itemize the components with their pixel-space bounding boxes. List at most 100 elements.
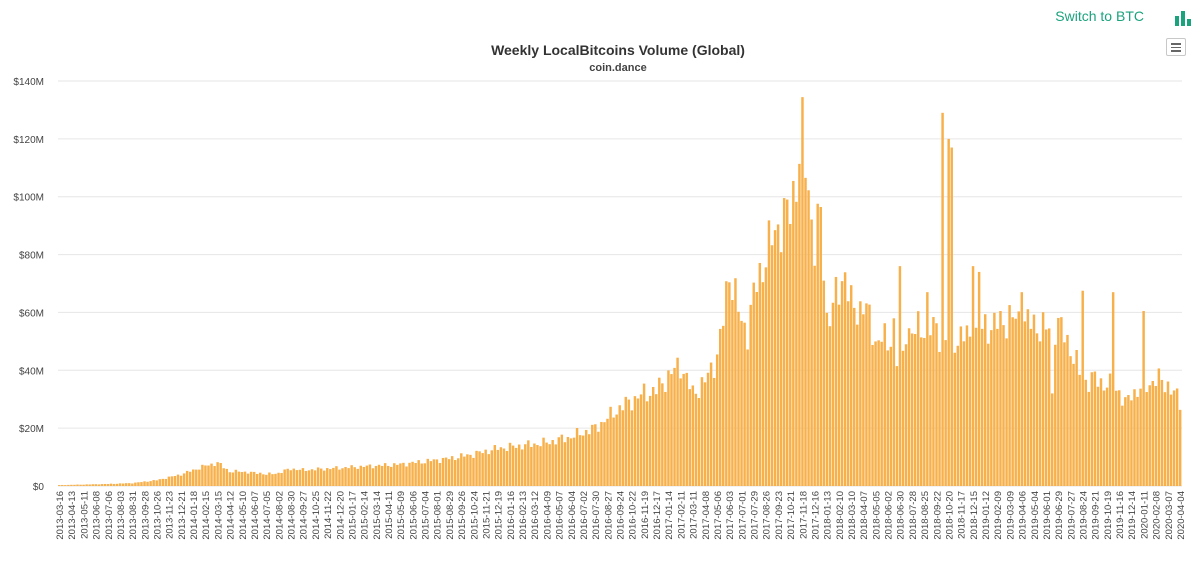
volume-bar[interactable] [286,468,289,486]
volume-bar[interactable] [877,340,880,486]
volume-bar[interactable] [335,466,338,486]
volume-bar[interactable] [773,230,777,486]
volume-bar[interactable] [298,469,302,486]
volume-bar[interactable] [993,312,996,486]
volume-bar[interactable] [932,317,935,486]
volume-bar[interactable] [609,406,612,486]
volume-bar[interactable] [466,454,469,486]
volume-bar[interactable] [770,245,774,486]
volume-bar[interactable] [91,484,94,486]
volume-bar[interactable] [792,180,795,486]
volume-bar[interactable] [560,434,564,486]
volume-bar[interactable] [347,468,350,486]
volume-bar[interactable] [944,340,947,486]
volume-bar[interactable] [356,468,359,486]
volume-bar[interactable] [679,378,682,486]
volume-bar[interactable] [950,147,953,487]
volume-bar[interactable] [670,374,673,486]
volume-bar[interactable] [58,485,61,486]
volume-bar[interactable] [749,304,752,486]
volume-bar[interactable] [938,351,941,486]
volume-bar[interactable] [581,435,585,486]
volume-bar[interactable] [584,429,588,486]
volume-bar[interactable] [1142,310,1145,486]
volume-bar[interactable] [164,478,168,486]
volume-bar[interactable] [1111,292,1115,486]
volume-bar[interactable] [898,266,902,486]
volume-bar[interactable] [831,302,835,486]
volume-bar[interactable] [201,464,204,486]
volume-bar[interactable] [722,325,725,486]
volume-bar[interactable] [210,463,213,486]
volume-bar[interactable] [508,442,512,486]
volume-bar[interactable] [195,469,198,486]
volume-bar[interactable] [904,344,908,486]
volume-bar[interactable] [968,336,972,486]
volume-bar[interactable] [728,282,731,486]
volume-bar[interactable] [1047,328,1051,486]
volume-bar[interactable] [816,203,819,487]
volume-bar[interactable] [651,386,655,486]
volume-bar[interactable] [402,462,405,486]
volume-bar[interactable] [472,457,475,486]
volume-bar[interactable] [219,463,222,486]
volume-bar[interactable] [368,464,372,486]
volume-bar[interactable] [155,480,158,486]
volume-bar[interactable] [1026,309,1030,486]
volume-bar[interactable] [1114,390,1118,486]
volume-bar[interactable] [633,396,637,486]
volume-bar[interactable] [999,311,1002,486]
volume-bar[interactable] [709,362,713,486]
volume-bar[interactable] [1023,321,1027,486]
volume-bar[interactable] [883,323,886,486]
volume-bar[interactable] [895,366,899,486]
volume-bar[interactable] [1099,378,1103,486]
volume-bar[interactable] [630,410,634,486]
volume-bar[interactable] [173,476,177,486]
volume-bar[interactable] [965,325,969,486]
volume-bar[interactable] [984,314,987,486]
volume-bar[interactable] [1178,409,1182,486]
volume-bar[interactable] [377,464,381,486]
volume-bar[interactable] [551,440,554,486]
volume-bar[interactable] [1121,405,1124,486]
volume-bar[interactable] [319,468,323,486]
volume-bar[interactable] [688,389,691,486]
volume-bar[interactable] [61,484,64,486]
volume-bar[interactable] [685,372,688,486]
volume-bar[interactable] [920,337,923,486]
volume-bar[interactable] [475,450,478,486]
volume-bar[interactable] [1041,312,1045,486]
volume-bar[interactable] [255,473,259,486]
volume-bar[interactable] [332,467,335,486]
volume-bar[interactable] [990,330,993,486]
volume-bar[interactable] [834,276,838,486]
volume-bar[interactable] [1044,329,1048,486]
volume-bar[interactable] [453,460,457,486]
volume-bar[interactable] [715,354,719,486]
volume-bar[interactable] [953,352,956,486]
volume-bar[interactable] [481,453,484,486]
volume-bar[interactable] [868,304,871,486]
bar-chart-icon[interactable] [1174,8,1192,26]
volume-bar[interactable] [1145,392,1148,486]
volume-bar[interactable] [871,344,874,486]
volume-bar[interactable] [259,472,262,486]
volume-bar[interactable] [182,473,186,486]
volume-bar[interactable] [846,301,850,486]
volume-bar[interactable] [1084,379,1087,486]
volume-bar[interactable] [691,385,695,486]
volume-bar[interactable] [1105,387,1109,486]
volume-bar[interactable] [612,417,615,486]
volume-bar[interactable] [283,469,286,486]
volume-bar[interactable] [1057,317,1060,486]
volume-bar[interactable] [758,262,762,486]
volume-bar[interactable] [737,311,740,486]
volume-bar[interactable] [746,349,749,486]
volume-bar[interactable] [694,393,698,486]
volume-bar[interactable] [329,469,332,486]
volume-bar[interactable] [457,458,460,486]
volume-bar[interactable] [323,470,326,486]
volume-bar[interactable] [134,482,137,486]
volume-bar[interactable] [752,282,755,486]
